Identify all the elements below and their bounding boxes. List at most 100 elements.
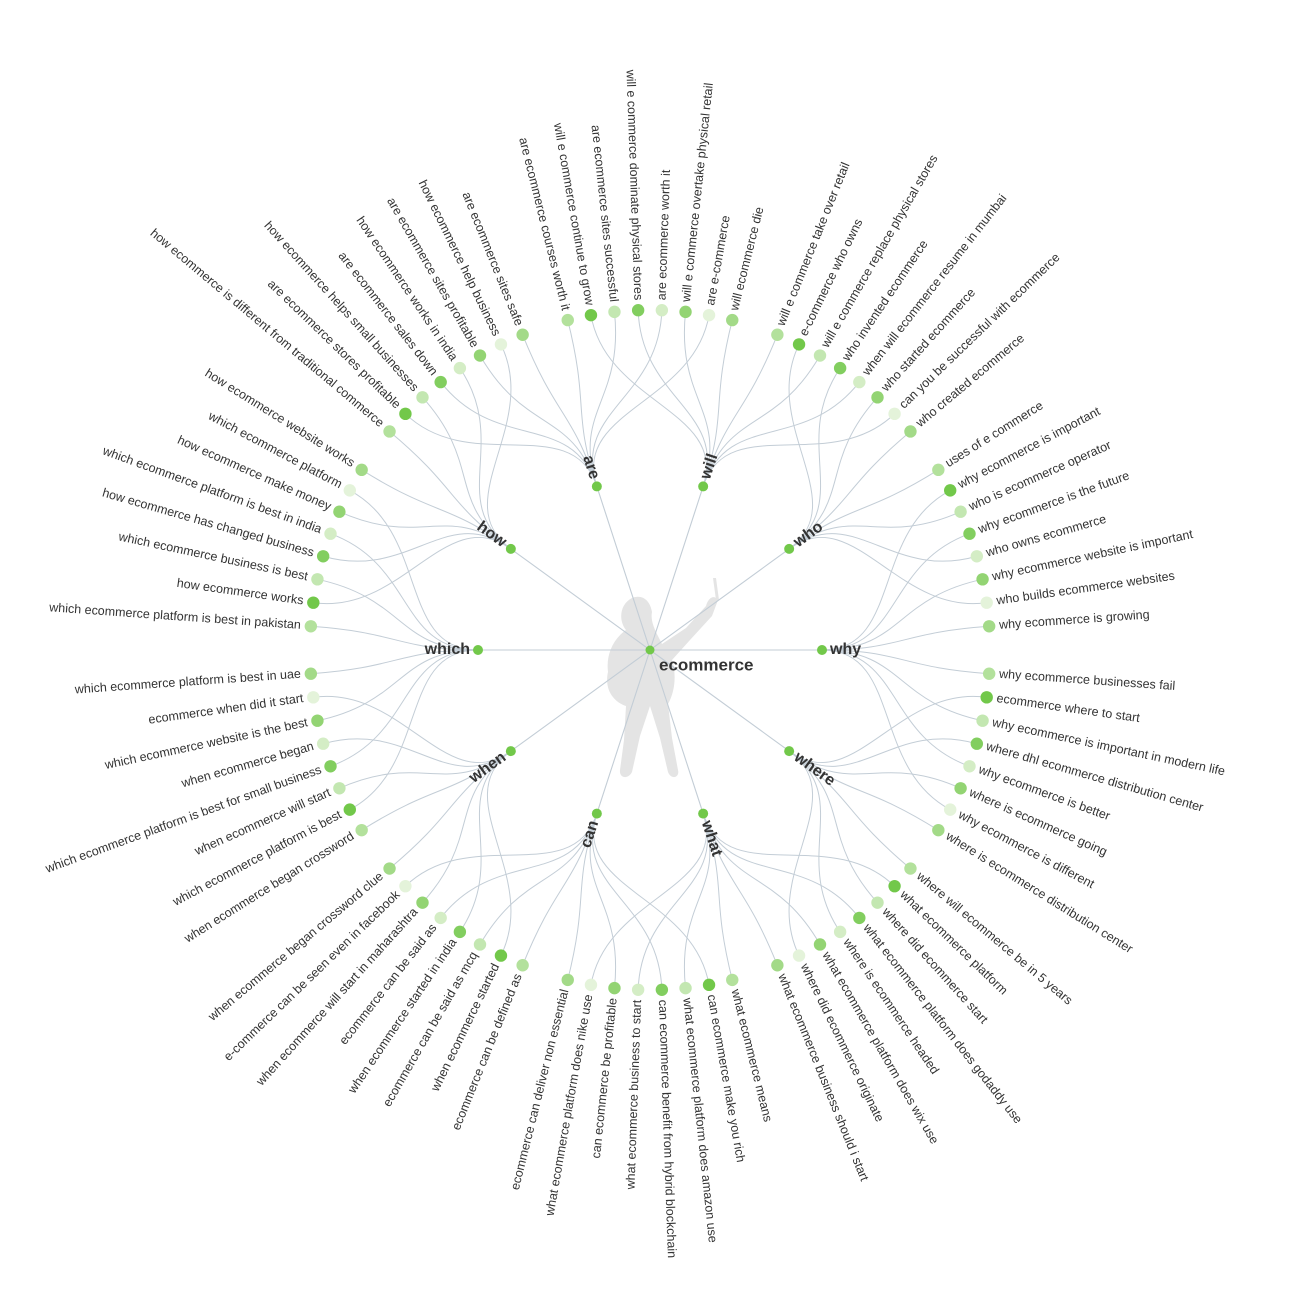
leaf-node-dot[interactable] (944, 803, 957, 816)
leaf-node-dot[interactable] (383, 425, 396, 438)
leaf-label[interactable]: will e commerce dominate physical stores (623, 68, 645, 300)
leaf-node-dot[interactable] (416, 896, 429, 909)
leaf-node-dot[interactable] (726, 973, 739, 987)
branch-node-dot-who[interactable] (784, 543, 795, 554)
leaf-node-dot[interactable] (904, 425, 917, 438)
leaf-label[interactable]: why ecommerce is important in modern lif… (990, 715, 1226, 778)
leaf-label[interactable]: which ecommerce website is the best (103, 715, 310, 772)
branch-label-which[interactable]: which (424, 641, 470, 658)
leaf-node-dot[interactable] (608, 305, 621, 319)
leaf-label[interactable]: will ecommerce die (727, 205, 767, 313)
leaf-label[interactable]: why ecommerce businesses fail (998, 667, 1176, 693)
leaf-node-dot[interactable] (932, 823, 945, 837)
leaf-node-dot[interactable] (434, 911, 447, 925)
leaf-node-dot[interactable] (963, 760, 976, 773)
leaf-node-dot[interactable] (954, 782, 967, 795)
leaf-node-dot[interactable] (473, 349, 487, 362)
leaf-node-dot[interactable] (976, 714, 989, 727)
leaf-label[interactable]: are ecommerce sites safe (459, 190, 526, 328)
branch-node-dot-when[interactable] (505, 746, 516, 757)
branch-label-can[interactable]: can (578, 818, 603, 849)
leaf-node-dot[interactable] (516, 328, 529, 341)
leaf-node-dot[interactable] (954, 505, 967, 518)
branch-node-dot-what[interactable] (698, 808, 709, 819)
leaf-node-dot[interactable] (333, 782, 346, 795)
leaf-node-dot[interactable] (726, 313, 739, 327)
leaf-node-dot[interactable] (453, 925, 467, 939)
branch-node-dot-can[interactable] (591, 808, 602, 819)
leaf-node-dot[interactable] (316, 737, 330, 750)
branch-label-where[interactable]: where (790, 748, 838, 790)
leaf-node-dot[interactable] (944, 484, 957, 497)
leaf-label[interactable]: are e-commerce (703, 214, 733, 306)
leaf-node-dot[interactable] (307, 596, 320, 609)
leaf-node-dot[interactable] (702, 308, 716, 322)
leaf-node-dot[interactable] (584, 978, 598, 992)
leaf-node-dot[interactable] (324, 760, 337, 773)
leaf-node-dot[interactable] (311, 714, 324, 727)
branch-label-are[interactable]: are (579, 453, 603, 481)
leaf-node-dot[interactable] (434, 375, 447, 389)
leaf-node-dot[interactable] (343, 803, 356, 816)
leaf-label[interactable]: are ecommerce sites successful (589, 124, 622, 302)
leaf-node-dot[interactable] (813, 349, 827, 362)
leaf-label[interactable]: can you be successful with ecommerce (896, 250, 1062, 411)
leaf-node-dot[interactable] (561, 973, 574, 987)
leaf-node-dot[interactable] (399, 407, 412, 421)
leaf-node-dot[interactable] (871, 391, 884, 404)
leaf-node-dot[interactable] (631, 983, 645, 996)
leaf-node-dot[interactable] (982, 620, 996, 633)
leaf-node-dot[interactable] (399, 879, 412, 893)
leaf-node-dot[interactable] (473, 938, 487, 951)
leaf-node-dot[interactable] (608, 981, 621, 995)
leaf-node-dot[interactable] (561, 313, 574, 327)
leaf-node-dot[interactable] (980, 596, 993, 609)
leaf-node-dot[interactable] (970, 737, 984, 750)
leaf-node-dot[interactable] (324, 527, 337, 540)
leaf-label[interactable]: e-commerce can be seen even in facebook (221, 887, 403, 1064)
leaf-label[interactable]: are ecommerce worth it (655, 169, 674, 301)
branch-label-when[interactable]: when (465, 749, 509, 787)
leaf-node-dot[interactable] (304, 620, 318, 633)
leaf-node-dot[interactable] (383, 862, 396, 875)
leaf-node-dot[interactable] (702, 978, 716, 992)
leaf-node-dot[interactable] (584, 308, 598, 322)
leaf-node-dot[interactable] (679, 981, 692, 995)
branch-node-dot-where[interactable] (784, 746, 795, 757)
leaf-node-dot[interactable] (833, 925, 847, 939)
leaf-label[interactable]: when ecommerce will start in maharashtra (253, 905, 421, 1089)
leaf-node-dot[interactable] (307, 691, 320, 704)
root-label[interactable]: ecommerce (659, 655, 754, 674)
leaf-node-dot[interactable] (833, 361, 847, 375)
leaf-node-dot[interactable] (980, 691, 993, 704)
leaf-node-dot[interactable] (655, 304, 669, 317)
leaf-node-dot[interactable] (871, 896, 884, 909)
leaf-node-dot[interactable] (904, 862, 917, 875)
leaf-label[interactable]: how ecommerce works (176, 576, 305, 608)
leaf-node-dot[interactable] (813, 938, 827, 951)
leaf-label[interactable]: can ecommerce be profitable (589, 997, 620, 1159)
leaf-node-dot[interactable] (631, 304, 645, 317)
leaf-node-dot[interactable] (304, 667, 318, 680)
branch-node-dot-are[interactable] (591, 481, 602, 492)
leaf-node-dot[interactable] (655, 983, 669, 996)
leaf-label[interactable]: which ecommerce platform is best in paki… (48, 600, 302, 632)
branch-label-why[interactable]: why (829, 641, 861, 658)
leaf-node-dot[interactable] (311, 573, 324, 586)
leaf-node-dot[interactable] (853, 375, 866, 389)
branch-node-dot-why[interactable] (817, 645, 827, 655)
branch-label-how[interactable]: how (474, 518, 510, 551)
leaf-node-dot[interactable] (853, 911, 866, 925)
leaf-node-dot[interactable] (771, 328, 784, 341)
leaf-node-dot[interactable] (355, 463, 368, 477)
leaf-node-dot[interactable] (343, 484, 356, 497)
leaf-node-dot[interactable] (679, 305, 692, 319)
leaf-node-dot[interactable] (355, 823, 368, 837)
root-node-dot[interactable] (645, 645, 655, 655)
branch-node-dot-which[interactable] (473, 645, 483, 655)
leaf-node-dot[interactable] (963, 527, 976, 540)
leaf-label[interactable]: when will ecommerce resume in mumbai (859, 192, 1010, 379)
leaf-node-dot[interactable] (494, 949, 508, 962)
leaf-node-dot[interactable] (516, 959, 529, 972)
leaf-node-dot[interactable] (792, 949, 806, 962)
